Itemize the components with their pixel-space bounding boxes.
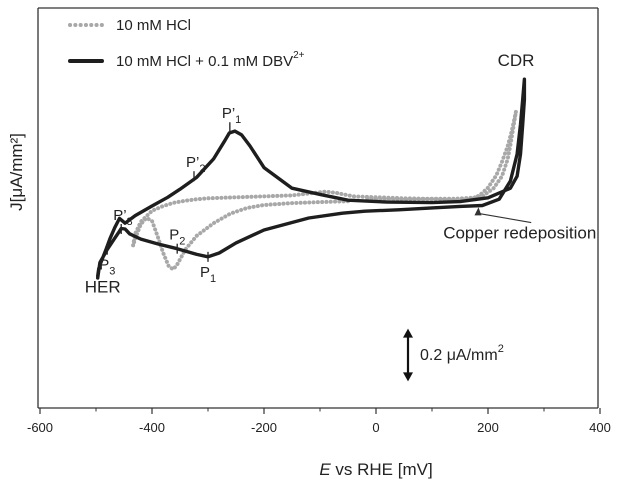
peak-label-p2-prime: P’2 bbox=[186, 154, 205, 175]
her-label: HER bbox=[85, 277, 121, 296]
copper-redeposition-label: Copper redeposition bbox=[443, 224, 596, 243]
scale-bar-label: 0.2 μA/mm2 bbox=[420, 343, 504, 364]
axes: -600 -400 -200 0 200 400 E vs RHE [mV] J[μA/mm²… bbox=[7, 7, 611, 479]
y-axis-label: J[μA/mm²] bbox=[7, 133, 26, 211]
x-tick-label: -200 bbox=[251, 420, 277, 435]
x-tick-label: 0 bbox=[372, 420, 379, 435]
series-hcl-dotted bbox=[131, 109, 518, 272]
legend-label-hcl-dbv: 10 mM HCl + 0.1 mM DBV2+ bbox=[116, 50, 305, 70]
scale-bar-arrow-up bbox=[403, 328, 413, 338]
peak-label-p1: P1 bbox=[200, 264, 216, 285]
annotation-layer: CDR HER Copper redeposition P’1 P’2 P’3 P1 P2 P3 bbox=[85, 51, 597, 297]
legend: 10 mM HCl 10 mM HCl + 0.1 mM DBV2+ bbox=[68, 17, 305, 70]
x-axis-label: E vs RHE [mV] bbox=[319, 460, 432, 479]
peak-label-p3-prime: P’3 bbox=[113, 207, 132, 228]
x-tick-label: -400 bbox=[139, 420, 165, 435]
cdr-label: CDR bbox=[498, 51, 535, 70]
scale-bar-arrow-down bbox=[403, 372, 413, 382]
peak-label-p1-prime: P’1 bbox=[222, 105, 241, 126]
legend-label-hcl: 10 mM HCl bbox=[116, 17, 191, 34]
peak-label-p3: P3 bbox=[99, 257, 115, 278]
scale-bar: 0.2 μA/mm2 bbox=[403, 328, 504, 382]
x-tick-label: 200 bbox=[477, 420, 499, 435]
peak-label-p2: P2 bbox=[169, 227, 185, 248]
copper-arrow-head bbox=[474, 207, 482, 216]
copper-arrow-line bbox=[478, 212, 532, 224]
x-tick-label: 400 bbox=[589, 420, 611, 435]
x-tick-label: -600 bbox=[27, 420, 53, 435]
series-layer bbox=[95, 77, 527, 280]
